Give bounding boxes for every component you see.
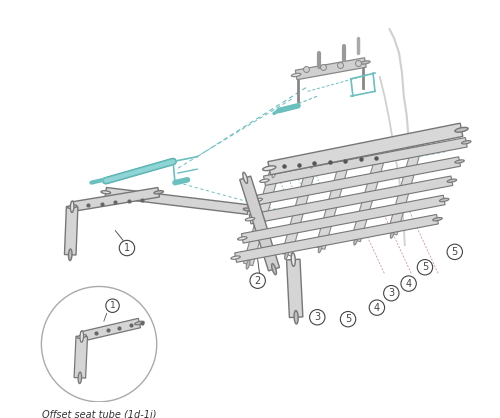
Ellipse shape [101,191,110,194]
Ellipse shape [455,127,468,132]
Ellipse shape [284,250,288,260]
Circle shape [384,285,399,301]
Ellipse shape [231,256,240,259]
Ellipse shape [390,229,394,238]
Ellipse shape [70,201,74,212]
Polygon shape [242,195,445,243]
Circle shape [340,311,355,327]
Ellipse shape [80,331,84,342]
Circle shape [42,286,157,402]
Ellipse shape [272,264,276,275]
Text: 4: 4 [374,303,380,313]
Text: 3: 3 [388,288,394,298]
Text: 5: 5 [422,262,428,272]
Text: 2: 2 [254,276,261,286]
Ellipse shape [243,172,248,184]
Polygon shape [296,58,366,80]
Circle shape [369,300,384,315]
Ellipse shape [440,198,449,201]
Ellipse shape [253,198,262,201]
Ellipse shape [262,166,276,171]
Polygon shape [351,148,388,242]
Text: 1: 1 [124,243,130,253]
Ellipse shape [238,237,247,240]
Ellipse shape [455,160,464,163]
Circle shape [447,244,462,260]
Polygon shape [64,206,78,255]
Circle shape [120,240,134,256]
Ellipse shape [294,311,298,324]
Polygon shape [388,141,423,235]
Polygon shape [244,172,278,266]
Ellipse shape [354,236,358,245]
Polygon shape [80,319,140,341]
Polygon shape [257,157,460,205]
Ellipse shape [77,335,86,338]
Ellipse shape [447,179,456,182]
Ellipse shape [272,168,276,178]
Ellipse shape [246,260,250,269]
Polygon shape [249,176,453,224]
Ellipse shape [260,179,269,182]
Circle shape [418,260,432,275]
Polygon shape [268,123,463,175]
Ellipse shape [291,253,296,266]
Circle shape [401,276,416,291]
Text: 4: 4 [406,278,411,288]
Polygon shape [72,188,160,212]
Ellipse shape [154,191,164,194]
Ellipse shape [68,249,72,260]
Circle shape [250,273,266,288]
Polygon shape [74,336,88,378]
Ellipse shape [244,208,253,211]
Circle shape [310,310,325,325]
Ellipse shape [68,205,77,208]
Text: 5: 5 [345,314,351,324]
Text: 3: 3 [314,312,320,322]
Ellipse shape [318,243,322,252]
Ellipse shape [432,217,442,221]
Polygon shape [316,154,351,249]
Ellipse shape [292,73,301,76]
Ellipse shape [416,138,420,147]
Polygon shape [240,176,280,271]
Ellipse shape [135,321,144,325]
Ellipse shape [246,217,254,221]
Text: Offset seat tube (1d-1i): Offset seat tube (1d-1i) [42,410,156,418]
Ellipse shape [78,372,82,384]
Polygon shape [282,162,317,256]
Polygon shape [264,138,467,186]
Ellipse shape [360,61,370,64]
Ellipse shape [380,144,384,154]
Ellipse shape [344,151,348,161]
Ellipse shape [462,140,471,144]
Polygon shape [234,214,438,263]
Polygon shape [286,259,303,318]
Polygon shape [105,188,249,214]
Text: 5: 5 [452,247,458,257]
Ellipse shape [310,159,314,168]
Circle shape [106,299,120,312]
Text: 1: 1 [110,301,116,310]
